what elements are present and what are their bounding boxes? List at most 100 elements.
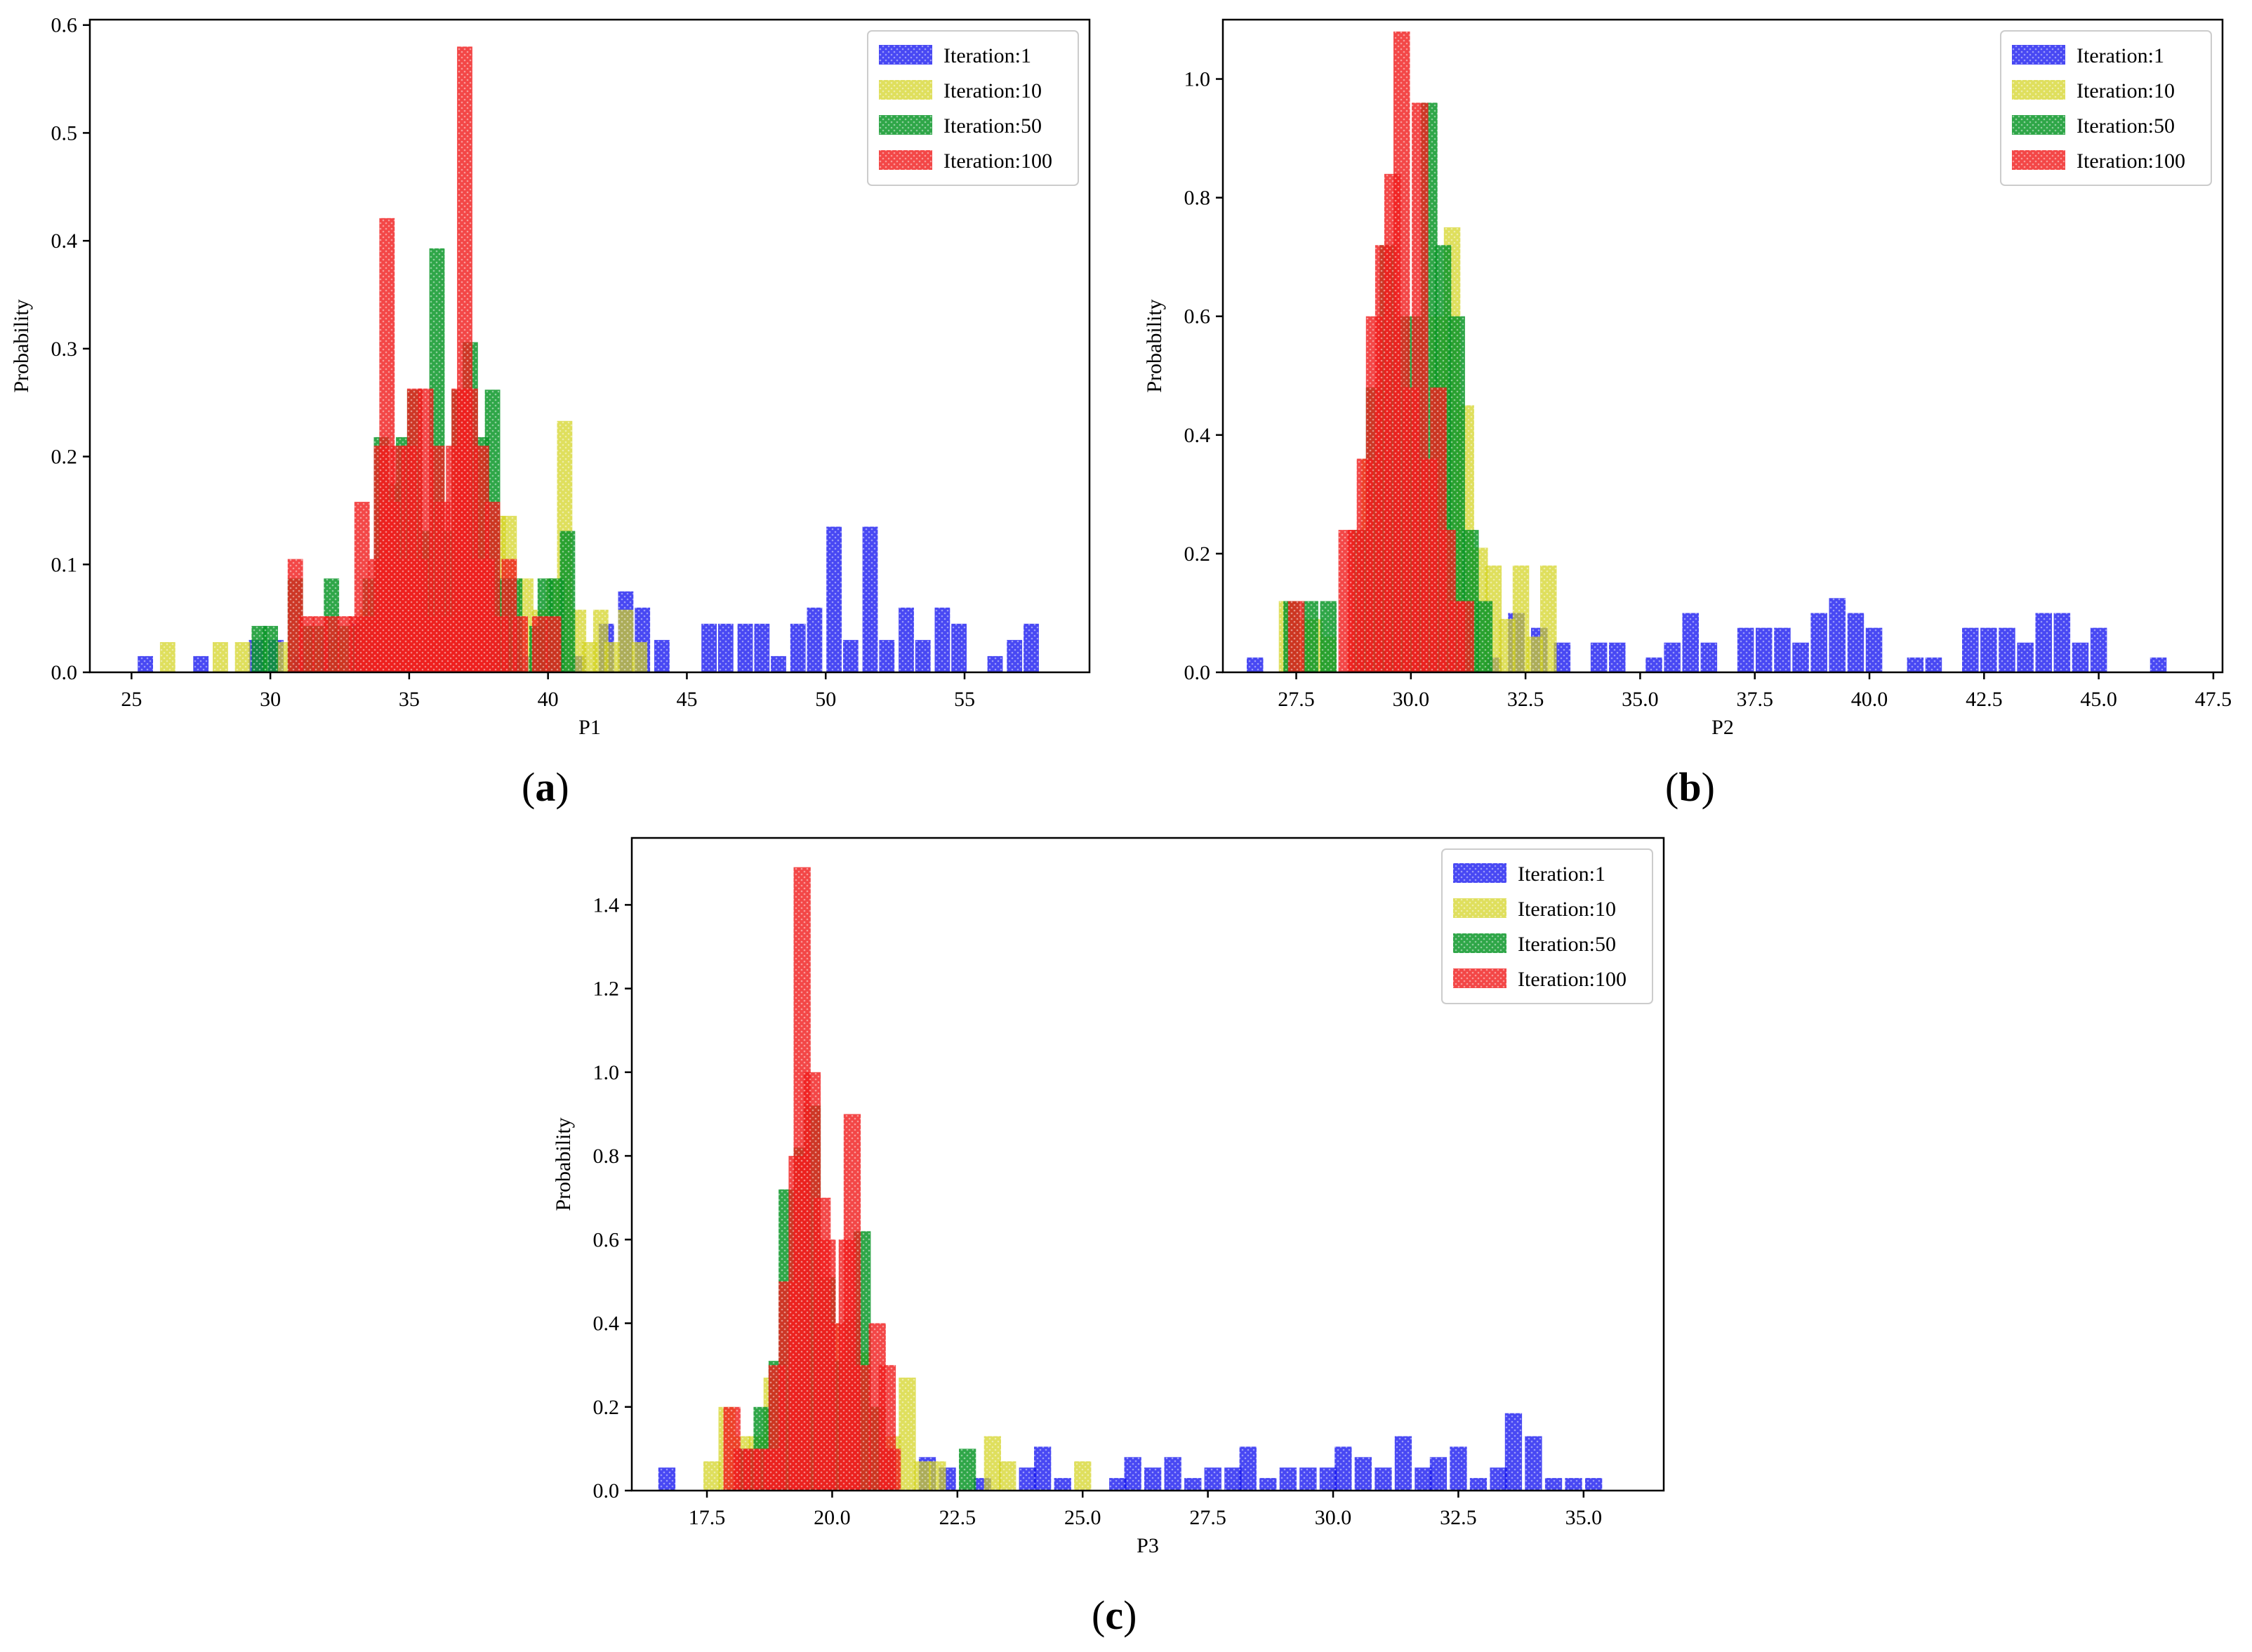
histogram-bar (263, 625, 278, 672)
histogram-bar (1457, 601, 1474, 672)
y-tick-label: 0.6 (1184, 305, 1211, 328)
legend-entry: Iteration:100 (943, 149, 1052, 173)
x-tick-label: 35.0 (1565, 1506, 1603, 1529)
x-axis-label: P3 (1137, 1534, 1159, 1557)
histogram-bar (1962, 627, 1979, 672)
legend-box (1441, 848, 1653, 1004)
histogram-bar (913, 1461, 932, 1491)
y-tick-label: 0.8 (1184, 187, 1211, 210)
legend-swatch (879, 150, 932, 170)
y-tick-label: 0.0 (51, 661, 78, 684)
histogram-bar (1907, 657, 1924, 672)
histogram-bar (703, 1461, 721, 1491)
legend-entry: Iteration:10 (1518, 898, 1616, 921)
x-tick-label: 30.0 (1315, 1506, 1352, 1529)
x-tick-label: 35 (399, 688, 420, 711)
histogram-bar (654, 639, 670, 672)
histogram-bar (298, 616, 314, 672)
y-tick-label: 0.2 (593, 1396, 620, 1419)
legend-swatch (1453, 968, 1506, 988)
histogram-bar (879, 639, 895, 672)
x-tick-label: 17.5 (689, 1506, 726, 1529)
histogram-bar (1204, 1467, 1221, 1491)
x-tick-label: 32.5 (1440, 1506, 1477, 1529)
histogram-bar (632, 642, 648, 672)
histogram-bar (1299, 1467, 1317, 1491)
histogram-bar (531, 616, 548, 672)
histogram-bar (1429, 1457, 1448, 1491)
x-tick-label: 45.0 (2080, 688, 2117, 711)
histogram-bar (1301, 601, 1318, 672)
legend-entry: Iteration:100 (1518, 968, 1627, 991)
legend-entry: Iteration:10 (943, 79, 1042, 102)
x-axis-label: P2 (1711, 716, 1734, 739)
histogram-bar (883, 1448, 901, 1491)
legend-swatch (879, 115, 932, 135)
y-tick-label: 0.0 (593, 1479, 620, 1503)
histogram-bar (771, 655, 786, 672)
histogram-bar (1184, 1478, 1202, 1491)
histogram-bar (1074, 1461, 1092, 1491)
legend-entry: Iteration:10 (2077, 79, 2175, 102)
histogram-bar (915, 639, 931, 672)
histogram-p2: 27.5 30.0 32.5 35.0 37.5 40.0 42.5 45.0 47.5 0.0 0… (1143, 18, 2232, 739)
histogram-bar (1224, 1467, 1242, 1491)
legend-swatch (1453, 933, 1506, 953)
y-axis-label: Probability (552, 1117, 575, 1211)
legend-swatch (2012, 80, 2065, 100)
histogram-bar (1124, 1457, 1141, 1491)
axes-frame-c (630, 837, 1665, 1492)
histogram-bar (717, 623, 734, 672)
histogram-bar (1415, 1467, 1432, 1491)
histogram-bar (1554, 642, 1571, 672)
histogram-bar (1980, 627, 1997, 672)
histogram-bar (826, 526, 842, 672)
y-tick-label: 0.2 (1184, 542, 1211, 566)
y-tick-label: 0.4 (51, 229, 78, 253)
histogram-bar (512, 616, 528, 672)
histogram-bar (1609, 642, 1626, 672)
histogram-bar (899, 1378, 916, 1491)
histogram-bar (1512, 565, 1530, 672)
legend-swatch (879, 80, 932, 100)
x-tick-label: 32.5 (1507, 688, 1544, 711)
histogram-bar (604, 642, 620, 672)
y-tick-label: 0.8 (593, 1145, 620, 1168)
y-tick-label: 0.2 (51, 446, 78, 469)
histogram-bar (1394, 1436, 1412, 1491)
histogram-bar (1499, 618, 1516, 672)
legend-swatch (1453, 863, 1506, 883)
y-tick-label: 0.6 (51, 14, 78, 37)
x-tick-label: 22.5 (939, 1506, 976, 1529)
y-tick-label: 0.5 (51, 121, 78, 145)
histogram-bar (1682, 613, 1699, 672)
histogram-bar (1526, 637, 1543, 672)
histogram-bar (1847, 613, 1864, 672)
histogram-p3: 17.5 20.0 22.5 25.0 27.5 30.0 32.5 35.0 0.0 0.2 0.… (552, 837, 1665, 1557)
histogram-bar (2072, 642, 2089, 672)
x-tick-label: 30 (260, 688, 281, 711)
histogram-bar (737, 623, 753, 672)
histogram-bar (2017, 642, 2034, 672)
x-tick-label: 30.0 (1393, 688, 1430, 711)
x-tick-label: 40.0 (1851, 688, 1888, 711)
x-tick-label: 20.0 (814, 1506, 851, 1529)
legend-entry: Iteration:1 (943, 44, 1031, 67)
histogram-bar (1829, 598, 1846, 672)
y-tick-label: 0.1 (51, 553, 78, 576)
histogram-bar (1375, 1467, 1392, 1491)
histogram-bar (1054, 1478, 1071, 1491)
legend-swatch (1453, 898, 1506, 918)
legend-entry: Iteration:50 (1518, 933, 1616, 956)
histogram-bar (1476, 601, 1493, 672)
histogram-bar (1354, 1457, 1372, 1491)
panel-label-c: (c) (1092, 1592, 1137, 1638)
legend-a: Iteration:1 Iteration:10 Iteration:50 Itera… (867, 30, 1079, 186)
histogram-bar (559, 531, 576, 672)
histogram-bar (2090, 627, 2107, 672)
histogram-bar (899, 607, 914, 672)
x-tick-label: 55 (954, 688, 975, 711)
series-b-0 (1247, 598, 2167, 672)
histogram-bar (929, 1461, 946, 1491)
y-axis-label: Probability (1143, 299, 1166, 392)
